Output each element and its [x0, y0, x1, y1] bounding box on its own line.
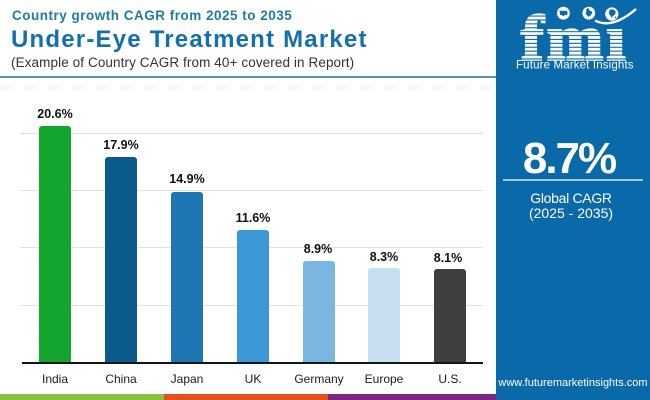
svg-text:Future Market Insights: Future Market Insights — [516, 60, 634, 72]
